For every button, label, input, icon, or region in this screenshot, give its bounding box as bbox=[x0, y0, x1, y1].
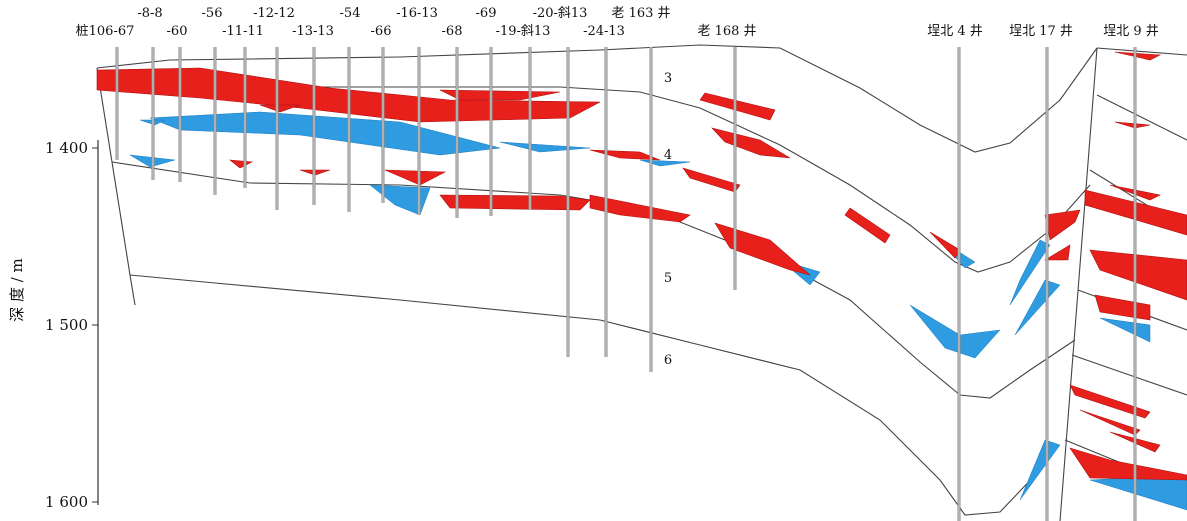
tick-label: 1 600 bbox=[45, 493, 88, 511]
well-label: -24-13 bbox=[583, 24, 625, 39]
well-label: 桩106-67 bbox=[76, 24, 135, 39]
well-label: -68 bbox=[442, 24, 463, 39]
well-label: -60 bbox=[167, 24, 188, 39]
well-label: 老 163 井 bbox=[611, 6, 670, 21]
well-label: 埕北 9 井 bbox=[1103, 23, 1159, 39]
well-label: -20-斜13 bbox=[533, 6, 588, 21]
tick-label: 1 500 bbox=[45, 316, 88, 334]
axis-title: 深 度 / m bbox=[8, 258, 26, 322]
well-label: 埕北 4 井 bbox=[927, 23, 983, 39]
depth-axis bbox=[92, 140, 98, 505]
layer-label: 5 bbox=[664, 271, 672, 286]
blue-bodies bbox=[130, 112, 1187, 510]
well-label: 埕北 17 井 bbox=[1009, 23, 1073, 39]
well-label: -12-12 bbox=[253, 6, 295, 21]
well-label: -56 bbox=[202, 6, 223, 21]
well-label: 老 168 井 bbox=[697, 24, 756, 39]
well-label: -8-8 bbox=[137, 6, 162, 21]
well-label: -11-11 bbox=[222, 24, 264, 39]
layer-label: 4 bbox=[664, 148, 672, 163]
tick-label: 1 400 bbox=[45, 139, 88, 157]
cross-section: -8-8 -56 -12-12 -54 -16-13 -69 -20-斜13 老… bbox=[0, 0, 1187, 521]
well-label: -54 bbox=[340, 6, 361, 21]
well-label: -16-13 bbox=[396, 6, 438, 21]
layer-label: 3 bbox=[664, 71, 672, 86]
well-label: -13-13 bbox=[292, 24, 334, 39]
layer-label: 6 bbox=[664, 353, 672, 368]
well-label: -69 bbox=[476, 6, 497, 21]
well-label: -66 bbox=[371, 24, 392, 39]
well-label: -19-斜13 bbox=[496, 24, 551, 39]
